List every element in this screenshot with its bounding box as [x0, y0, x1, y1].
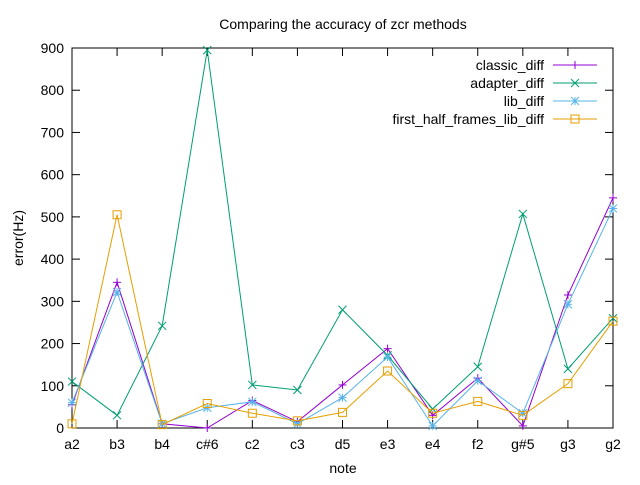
data-point — [383, 352, 392, 362]
legend-marker — [570, 96, 580, 106]
data-point — [383, 366, 393, 376]
data-point — [473, 362, 483, 372]
legend-entry-classic_diff: classic_diff — [476, 57, 597, 73]
data-point — [518, 421, 527, 430]
legend-label: classic_diff — [476, 57, 544, 73]
x-tick-label: c3 — [290, 436, 305, 452]
data-point — [67, 377, 77, 386]
data-point — [112, 210, 122, 220]
series-lib_diff — [67, 204, 618, 431]
x-tick-label: b4 — [154, 436, 170, 452]
data-point — [338, 393, 347, 402]
data-point — [67, 419, 77, 429]
axes: 0 100 200 300 400 500 600 700 800 900 a2 b3 b4 c#6 c2 c… — [41, 40, 621, 452]
data-point — [428, 408, 438, 418]
data-point — [428, 421, 438, 431]
x-tick-label: c2 — [245, 436, 260, 452]
series-line — [71, 214, 614, 426]
legend-entry-lib_diff: lib_diff — [504, 93, 597, 109]
legend-marker — [570, 78, 580, 88]
data-point — [112, 410, 122, 420]
legend-marker — [571, 61, 579, 69]
data-point — [293, 385, 302, 395]
series-line — [71, 197, 614, 429]
data-point — [608, 204, 618, 213]
series-layer — [67, 45, 618, 432]
x-tick-label: g2 — [605, 436, 621, 452]
data-point — [157, 420, 167, 430]
y-axis-label: error(Hz) — [10, 210, 26, 266]
x-tick-label: e3 — [380, 436, 396, 452]
legend: classic_diff adapter_diff lib_diff first_ha… — [393, 57, 597, 127]
data-point — [563, 291, 572, 299]
data-point — [247, 408, 257, 418]
data-point — [203, 424, 212, 432]
x-tick-label: e4 — [425, 436, 441, 452]
data-point — [518, 410, 528, 420]
x-tick-label: c#6 — [196, 436, 219, 452]
data-point — [247, 397, 257, 407]
legend-label: first_half_frames_lib_diff — [393, 111, 545, 127]
legend-marker — [570, 114, 580, 124]
y-tick-label: 500 — [41, 209, 65, 225]
data-point — [293, 419, 302, 429]
data-point — [563, 364, 573, 374]
data-point — [202, 399, 212, 409]
data-point — [113, 278, 122, 287]
x-tick-label: g3 — [560, 436, 576, 452]
data-point — [609, 193, 617, 202]
y-tick-label: 400 — [41, 251, 65, 267]
data-point — [518, 209, 528, 219]
data-point — [563, 379, 573, 389]
data-point — [247, 380, 257, 390]
data-point — [473, 396, 483, 406]
y-tick-label: 200 — [41, 336, 65, 352]
data-point — [292, 416, 302, 426]
y-tick-label: 800 — [41, 82, 65, 98]
y-tick-label: 100 — [41, 378, 65, 394]
data-point — [67, 398, 77, 408]
data-point — [608, 313, 618, 323]
y-tick-label: 900 — [41, 40, 65, 56]
data-point — [338, 305, 347, 315]
data-point — [338, 407, 347, 417]
data-point — [112, 287, 122, 297]
legend-entry-first_half_frames_lib_diff: first_half_frames_lib_diff — [393, 111, 597, 127]
data-point — [157, 321, 167, 331]
x-tick-label: d5 — [335, 436, 351, 452]
legend-label: adapter_diff — [470, 75, 544, 91]
y-tick-label: 600 — [41, 167, 65, 183]
series-adapter_diff — [67, 45, 618, 420]
legend-entry-adapter_diff: adapter_diff — [470, 75, 597, 91]
y-tick-label: 0 — [56, 420, 64, 436]
data-point — [608, 316, 618, 326]
x-tick-label: a2 — [64, 436, 80, 452]
data-point — [383, 344, 392, 353]
y-tick-label: 700 — [41, 124, 65, 140]
chart-title: Comparing the accuracy of zcr methods — [219, 16, 466, 32]
data-point — [338, 380, 347, 389]
data-point — [473, 376, 483, 386]
y-tick-label: 300 — [41, 293, 65, 309]
series-first_half_frames_lib_diff — [67, 210, 618, 430]
x-tick-label: g#5 — [511, 436, 535, 452]
legend-label: lib_diff — [504, 93, 544, 109]
data-point — [563, 299, 573, 309]
x-axis-label: note — [329, 460, 356, 476]
x-tick-label: f2 — [472, 436, 484, 452]
x-tick-label: b3 — [109, 436, 125, 452]
series-line — [71, 208, 614, 427]
data-point — [202, 45, 212, 55]
